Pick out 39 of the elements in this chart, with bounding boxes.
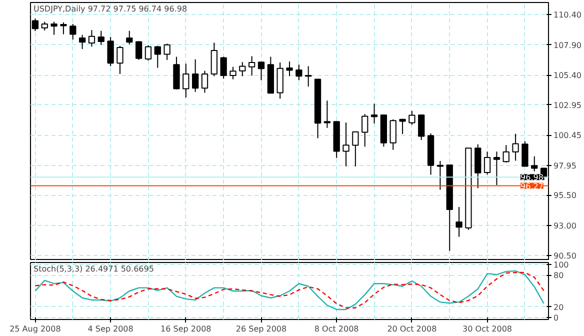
y-tick-label: 0 — [554, 313, 559, 322]
y-tick-label: 100 — [554, 260, 569, 270]
y-tick-label: 20 — [554, 302, 564, 312]
candlestick — [324, 100, 330, 128]
candlestick — [192, 58, 199, 92]
y-tick-label: 80 — [554, 271, 564, 280]
y-tick-label: 102.95 — [554, 100, 582, 110]
candlestick — [296, 64, 302, 81]
y-tick-label: 100.45 — [554, 131, 582, 140]
x-tick-label: 25 Aug 2008 — [10, 324, 61, 334]
candlestick — [456, 206, 462, 238]
candlestick — [493, 151, 500, 186]
y-tick-label: 97.95 — [554, 161, 576, 170]
x-tick-label: 20 Oct 2008 — [387, 324, 437, 334]
y-tick-label: 95.50 — [554, 191, 576, 200]
chart-title: USDJPY,Daily 97.72 97.75 96.74 96.98 — [34, 4, 188, 14]
y-tick-label: 90.50 — [554, 252, 576, 261]
chart-title: Stoch(5,3,3) 26.4971 50.6695 — [34, 264, 154, 274]
candlestick — [248, 56, 256, 76]
y-tick-label: 93.00 — [554, 221, 576, 230]
ref-line-label: 96.98 — [520, 173, 544, 182]
y-tick-label: 105.40 — [554, 71, 582, 80]
candlestick — [342, 122, 350, 167]
candlestick — [276, 62, 284, 100]
candlestick — [286, 60, 293, 77]
candlestick — [370, 103, 378, 124]
y-tick-label: 110.40 — [554, 10, 582, 20]
candlestick — [173, 56, 180, 90]
candlestick — [531, 156, 538, 172]
x-tick-label: 16 Sep 2008 — [160, 324, 212, 334]
candlestick — [305, 66, 312, 88]
x-tick-label: 4 Sep 2008 — [88, 324, 134, 334]
y-tick-label: 107.90 — [554, 40, 582, 50]
x-tick-label: 30 Oct 2008 — [462, 324, 512, 334]
x-tick-label: 8 Oct 2008 — [314, 324, 359, 334]
ref-line-label: 96.27 — [520, 182, 544, 191]
candlestick — [512, 133, 519, 162]
x-tick-label: 26 Sep 2008 — [236, 324, 287, 334]
candlestick — [182, 63, 190, 98]
